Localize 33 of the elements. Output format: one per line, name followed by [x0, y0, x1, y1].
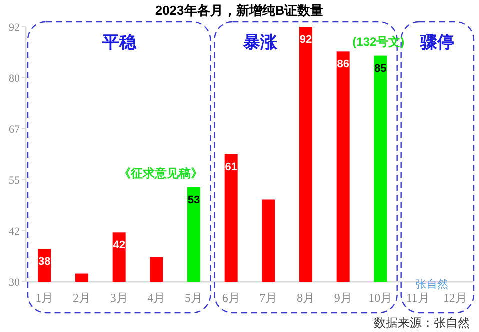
annotation: 平稳: [101, 33, 138, 52]
x-tick-label: 7月: [260, 291, 278, 305]
y-tick-label: 80: [9, 73, 20, 85]
annotation: 张自然: [416, 278, 448, 291]
x-tick-label: 10月: [368, 291, 393, 305]
x-tick-label: 11月: [406, 291, 430, 305]
source-note: 数据来源：张自然: [374, 316, 470, 330]
data-label: 61: [225, 162, 238, 174]
x-tick-label: 12月: [443, 291, 468, 305]
x-tick-label: 4月: [148, 291, 166, 305]
annotation: 骤停: [420, 33, 455, 52]
y-tick-label: 92: [9, 22, 20, 34]
chart-title: 2023年各月，新增纯B证数量: [155, 3, 324, 18]
x-tick-label: 6月: [222, 291, 240, 305]
x-tick-label: 9月: [334, 291, 352, 305]
annotation: 暴涨: [242, 33, 278, 52]
annotation: 《征求意见稿》: [119, 166, 203, 180]
data-label: 85: [374, 62, 387, 75]
x-tick-label: 5月: [185, 291, 203, 305]
y-tick-label: 30: [9, 277, 20, 289]
data-label: 38: [38, 256, 51, 268]
y-tick-label: 42: [9, 226, 20, 238]
data-label: 86: [337, 58, 350, 71]
x-tick-label: 2月: [73, 291, 91, 305]
x-tick-label: 3月: [110, 291, 128, 305]
y-tick-label: 55: [9, 175, 20, 187]
data-label: 92: [300, 34, 312, 46]
y-tick-label: 67: [9, 124, 20, 136]
annotation: (132号文): [352, 34, 405, 49]
x-tick-label: 1月: [36, 291, 54, 305]
x-tick-label: 8月: [297, 291, 315, 305]
data-label: 53: [188, 194, 200, 206]
data-label: 42: [113, 240, 126, 252]
